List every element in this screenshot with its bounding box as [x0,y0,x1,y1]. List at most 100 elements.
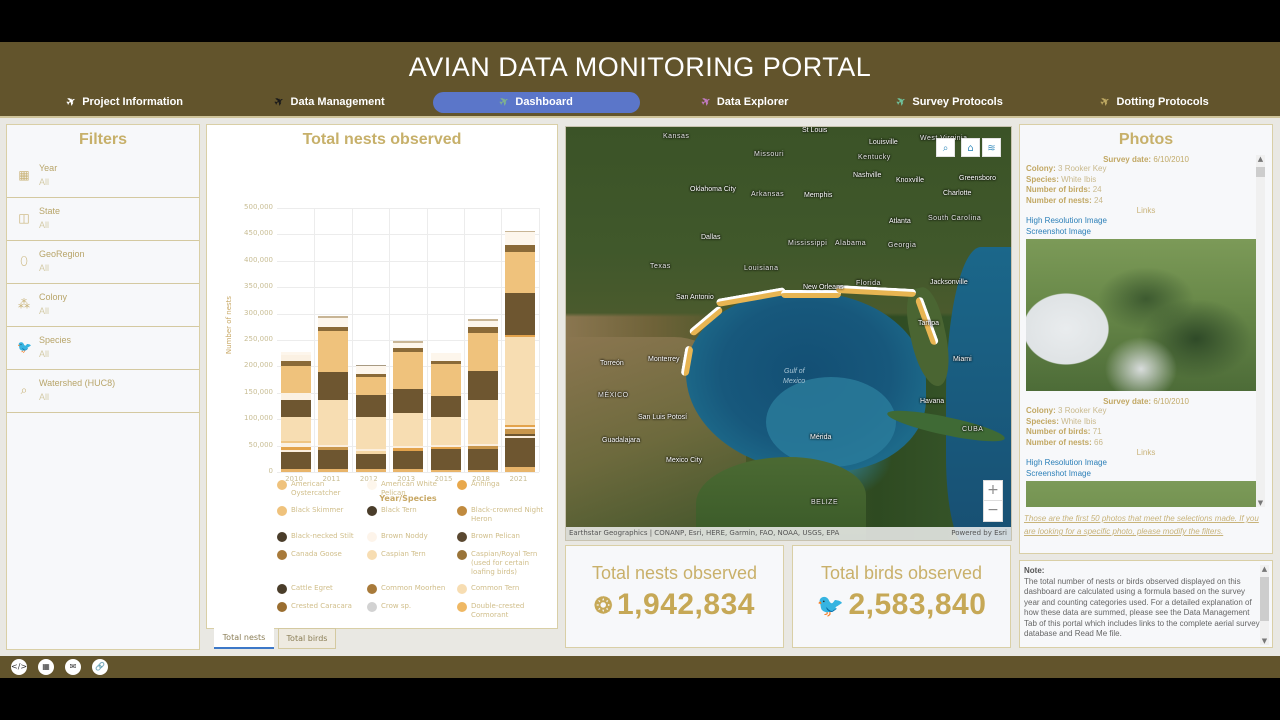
nav-tab-survey-protocols[interactable]: ✈ Survey Protocols [890,92,1010,113]
search-button[interactable]: ⌕ [936,138,955,157]
bar-segment[interactable] [430,417,461,445]
bar-segment[interactable] [430,363,461,397]
bar-segment[interactable] [468,318,498,321]
bar-segment[interactable] [468,332,498,371]
bar-segment[interactable] [355,394,386,418]
bar-segment[interactable] [430,444,461,448]
bar-2015[interactable] [430,352,461,472]
bar-segment[interactable] [281,451,311,470]
qr-code-button[interactable]: ▦ [38,659,54,675]
bar-segment[interactable] [430,396,461,418]
bar-segment[interactable] [505,433,536,437]
layers-button[interactable]: ≋ [982,138,1001,157]
bar-segment[interactable] [393,448,424,451]
bar-segment[interactable] [355,453,386,470]
bar-segment[interactable] [281,449,311,452]
home-button[interactable]: ⌂ [961,138,980,157]
note-scrollbar[interactable]: ▲ ▼ [1260,565,1269,645]
bar-segment[interactable] [281,440,311,443]
bar-segment[interactable] [355,451,386,454]
photo-list-scrollbar[interactable]: ▲ ▼ [1256,155,1265,507]
bar-segment[interactable] [393,341,424,343]
bar-segment[interactable] [281,417,311,441]
bar-2012[interactable] [355,365,386,472]
screenshot-image-link[interactable]: Screenshot Image [1026,227,1091,236]
bar-segment[interactable] [468,445,498,449]
nav-tab-data-management[interactable]: ✈ Data Management [265,92,395,113]
bar-segment[interactable] [505,230,536,233]
scroll-down-icon[interactable]: ▼ [1257,499,1264,507]
bar-2010[interactable] [281,351,311,472]
bar-segment[interactable] [393,445,424,449]
bar-segment[interactable] [468,399,498,444]
bar-segment[interactable] [355,366,386,374]
bar-segment[interactable] [393,348,424,353]
bar-segment[interactable] [318,317,349,327]
bar-segment[interactable] [393,468,424,472]
bar-segment[interactable] [430,470,461,472]
bar-segment[interactable] [393,389,424,414]
bar-segment[interactable] [355,377,386,395]
bar-segment[interactable] [505,424,536,427]
bar-2013[interactable] [393,341,424,472]
nav-tab-dotting-protocols[interactable]: ✈ Dotting Protocols [1095,92,1215,113]
photo-list[interactable]: Survey date: 6/10/2010 Colony: 3 Rooker K… [1026,155,1266,507]
bar-segment[interactable] [505,436,536,438]
bar-segment[interactable] [355,448,386,452]
scroll-up-icon[interactable]: ▲ [1257,155,1264,163]
aerial-photo[interactable] [1026,481,1258,507]
high-resolution-image-link[interactable]: High Resolution Image [1026,216,1107,225]
scrollbar-thumb[interactable] [1256,167,1265,177]
zoom-out-button[interactable]: − [987,502,999,518]
bar-segment[interactable] [318,469,349,472]
scrollbar-thumb[interactable] [1260,577,1269,621]
filter-colony[interactable]: ⁂ Colony All [7,284,199,327]
email-button[interactable]: ✉ [65,659,81,675]
bar-segment[interactable] [281,399,311,418]
bar-segment[interactable] [318,447,349,451]
bar-segment[interactable] [505,293,536,336]
bar-segment[interactable] [318,326,349,331]
bar-segment[interactable] [281,365,311,394]
nav-tab-data-explorer[interactable]: ✈ Data Explorer [690,92,800,113]
bar-segment[interactable] [505,251,536,294]
bar-segment[interactable] [393,342,424,348]
high-resolution-image-link[interactable]: High Resolution Image [1026,458,1107,467]
bar-segment[interactable] [468,443,498,446]
bar-segment[interactable] [355,417,386,449]
bar-segment[interactable] [468,448,498,470]
filter-georegion[interactable]: ⬯ GeoRegion All [7,241,199,284]
aerial-photo[interactable] [1026,239,1258,391]
filter-state[interactable]: ◫ State All [7,198,199,241]
bar-segment[interactable] [468,370,498,400]
bar-2011[interactable] [318,316,349,472]
bar-segment[interactable] [393,352,424,390]
bar-segment[interactable] [430,352,461,362]
bar-segment[interactable] [281,443,311,448]
filter-watershed-huc8-[interactable]: ⌕ Watershed (HUC8) All [7,370,199,413]
link-button[interactable]: 🔗 [92,659,108,675]
bar-segment[interactable] [318,371,349,401]
scroll-up-icon[interactable]: ▲ [1261,565,1268,573]
bar-segment[interactable] [318,400,349,446]
bar-segment[interactable] [505,437,536,467]
tab-total-birds[interactable]: Total birds [278,628,336,649]
bar-segment[interactable] [355,469,386,472]
bar-segment[interactable] [281,355,311,361]
bar-segment[interactable] [318,445,349,448]
tab-total-nests[interactable]: Total nests [214,628,274,649]
bar-segment[interactable] [318,450,349,470]
bar-segment[interactable] [430,447,461,450]
note-text[interactable]: Note: The total number of nests or birds… [1024,566,1260,646]
embed-code-button[interactable]: </> [11,659,27,675]
bar-segment[interactable] [505,335,536,338]
bar-segment[interactable] [505,429,536,434]
nav-tab-project-information[interactable]: ✈ Project Information [60,92,190,113]
bar-segment[interactable] [505,426,536,430]
bar-segment[interactable] [355,373,386,378]
bar-segment[interactable] [505,466,536,472]
bar-segment[interactable] [468,469,498,472]
bar-segment[interactable] [318,316,349,318]
bar-segment[interactable] [355,365,386,367]
